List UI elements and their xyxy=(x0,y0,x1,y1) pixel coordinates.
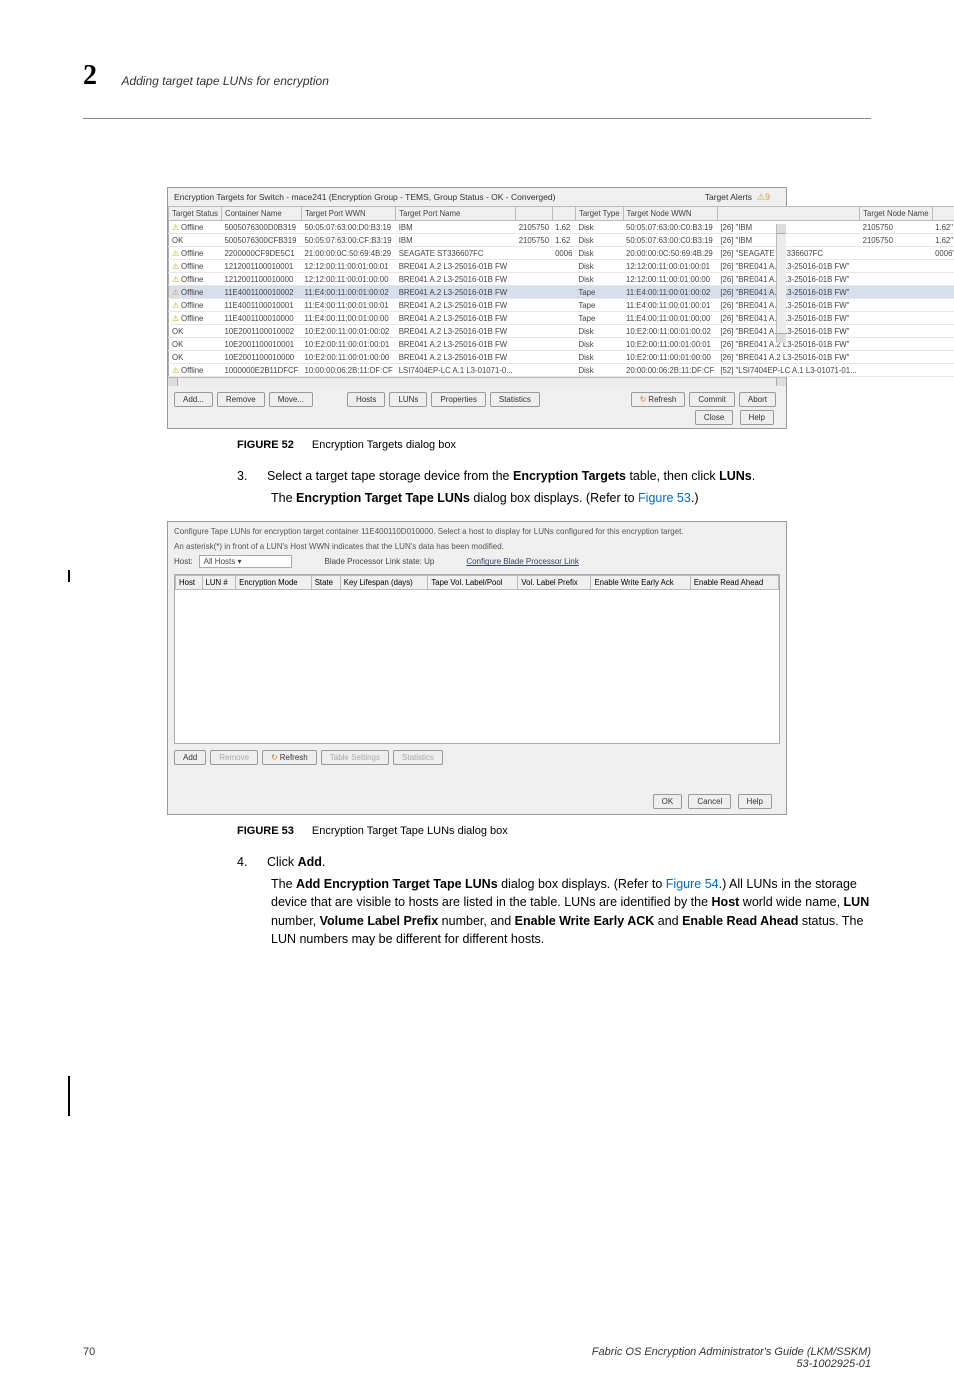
hosts-button[interactable]: Hosts xyxy=(347,392,385,407)
statistics-button[interactable]: Statistics xyxy=(393,750,443,765)
commit-button[interactable]: Commit xyxy=(689,392,735,407)
column-header[interactable]: Encryption Mode xyxy=(236,576,312,590)
refresh-button[interactable]: ↻Refresh xyxy=(631,392,686,407)
column-header[interactable] xyxy=(516,207,552,221)
column-header[interactable]: State xyxy=(311,576,340,590)
column-header[interactable]: Target Node WWN xyxy=(623,207,717,221)
column-header[interactable]: Tape Vol. Label/Pool xyxy=(428,576,518,590)
refresh-button[interactable]: ↻Refresh xyxy=(262,750,317,765)
table-row[interactable]: Offline5005076300D0B31950:05:07:63:00:D0… xyxy=(169,221,954,234)
host-label: Host: xyxy=(174,557,193,566)
statistics-button[interactable]: Statistics xyxy=(490,392,540,407)
column-header[interactable]: Enable Read Ahead xyxy=(690,576,778,590)
table-settings-button[interactable]: Table Settings xyxy=(321,750,389,765)
luns-button[interactable]: LUNs xyxy=(389,392,427,407)
step-4: 4.Click Add. xyxy=(237,855,871,869)
column-header[interactable]: Key Lifespan (days) xyxy=(340,576,428,590)
tape-luns-dialog: Configure Tape LUNs for encryption targe… xyxy=(167,521,787,815)
figure-53-link[interactable]: Figure 53 xyxy=(638,491,691,505)
encryption-targets-dialog: Encryption Targets for Switch - mace241 … xyxy=(167,187,787,429)
table-row[interactable]: Offline11E400110001000111:E4:00:11:00:01… xyxy=(169,299,954,312)
properties-button[interactable]: Properties xyxy=(431,392,485,407)
move-button[interactable]: Move... xyxy=(269,392,313,407)
table-row[interactable]: OK10E200110001000210:E2:00:11:00:01:00:0… xyxy=(169,325,954,338)
table-row[interactable]: Offline121200110001000012:12:00:11:00:01… xyxy=(169,273,954,286)
step-3-para: The Encryption Target Tape LUNs dialog b… xyxy=(271,489,871,507)
dialog-title: Encryption Targets for Switch - mace241 … xyxy=(168,188,786,206)
horizontal-scrollbar[interactable] xyxy=(168,377,786,386)
step-3: 3.Select a target tape storage device fr… xyxy=(237,469,871,483)
change-bar xyxy=(68,570,70,582)
refresh-icon: ↻ xyxy=(271,753,278,762)
table-row[interactable]: Offline11E400110001000211:E4:00:11:00:01… xyxy=(169,286,954,299)
target-alerts-label: Target Alerts xyxy=(705,192,752,202)
chevron-down-icon: ▾ xyxy=(237,557,241,566)
cancel-button[interactable]: Cancel xyxy=(688,794,731,809)
remove-button[interactable]: Remove xyxy=(217,392,265,407)
blade-state-label: Blade Processor Link state: Up xyxy=(324,557,434,566)
table-row[interactable]: OK10E200110001000010:E2:00:11:00:01:00:0… xyxy=(169,351,954,364)
host-combo[interactable]: All Hosts ▾ xyxy=(199,555,293,568)
table-row[interactable]: Offline121200110001000112:12:00:11:00:01… xyxy=(169,260,954,273)
vertical-scrollbar[interactable] xyxy=(776,224,786,343)
table-row[interactable]: OK5005076300CFB31950:05:07:63:00:CF:B3:1… xyxy=(169,234,954,247)
luns-table[interactable]: HostLUN #Encryption ModeStateKey Lifespa… xyxy=(175,575,779,590)
dialog2-desc1: Configure Tape LUNs for encryption targe… xyxy=(168,522,786,537)
remove-button[interactable]: Remove xyxy=(210,750,258,765)
table-row[interactable]: OK10E200110001000110:E2:00:11:00:01:00:0… xyxy=(169,338,954,351)
ok-button[interactable]: OK xyxy=(653,794,683,809)
targets-table[interactable]: Target StatusContainer NameTarget Port W… xyxy=(168,206,954,377)
column-header[interactable]: Enable Write Early Ack xyxy=(591,576,690,590)
chapter-number: 2 xyxy=(83,60,97,92)
column-header[interactable]: Host xyxy=(176,576,203,590)
column-header[interactable]: Target Node Name xyxy=(860,207,932,221)
table-row[interactable]: Offline1000000E2B11DFCF10:00:00:06:2B:11… xyxy=(169,364,954,377)
add-button[interactable]: Add xyxy=(174,750,206,765)
column-header[interactable]: LUN # xyxy=(202,576,236,590)
column-header[interactable]: Vol. Label Prefix xyxy=(518,576,591,590)
figure-54-link[interactable]: Figure 54 xyxy=(666,877,719,891)
column-header[interactable] xyxy=(552,207,575,221)
column-header[interactable] xyxy=(932,207,954,221)
add-button[interactable]: Add... xyxy=(174,392,213,407)
help-button[interactable]: Help xyxy=(738,794,772,809)
column-header[interactable]: Target Port Name xyxy=(396,207,516,221)
figure-52-caption: FIGURE 52Encryption Targets dialog box xyxy=(237,439,871,451)
refresh-icon: ↻ xyxy=(640,395,647,404)
dialog2-desc2: An asterisk(*) in front of a LUN's Host … xyxy=(168,537,786,552)
table-row[interactable]: Offline2200000CF9DE5C121:00:00:0C:50:69:… xyxy=(169,247,954,260)
column-header[interactable] xyxy=(717,207,859,221)
alert-icon: ⚠9 xyxy=(757,192,770,203)
page-header: 2 Adding target tape LUNs for encryption xyxy=(83,60,871,119)
configure-blade-link[interactable]: Configure Blade Processor Link xyxy=(466,557,579,566)
abort-button[interactable]: Abort xyxy=(739,392,776,407)
step-4-para: The Add Encryption Target Tape LUNs dial… xyxy=(271,875,871,948)
table-row[interactable]: Offline11E400110001000011:E4:00:11:00:01… xyxy=(169,312,954,325)
close-button[interactable]: Close xyxy=(695,410,733,425)
change-bar xyxy=(68,1076,70,1116)
column-header[interactable]: Target Status xyxy=(169,207,222,221)
page-footer: 70 Fabric OS Encryption Administrator's … xyxy=(83,1346,871,1370)
chapter-title: Adding target tape LUNs for encryption xyxy=(121,74,328,92)
column-header[interactable]: Target Port WWN xyxy=(301,207,395,221)
dialog-button-row: Add... Remove Move... Hosts LUNs Propert… xyxy=(168,386,786,413)
figure-53-caption: FIGURE 53Encryption Target Tape LUNs dia… xyxy=(237,825,871,837)
page-number: 70 xyxy=(83,1346,123,1370)
column-header[interactable]: Container Name xyxy=(221,207,301,221)
column-header[interactable]: Target Type xyxy=(575,207,623,221)
help-button[interactable]: Help xyxy=(740,410,774,425)
